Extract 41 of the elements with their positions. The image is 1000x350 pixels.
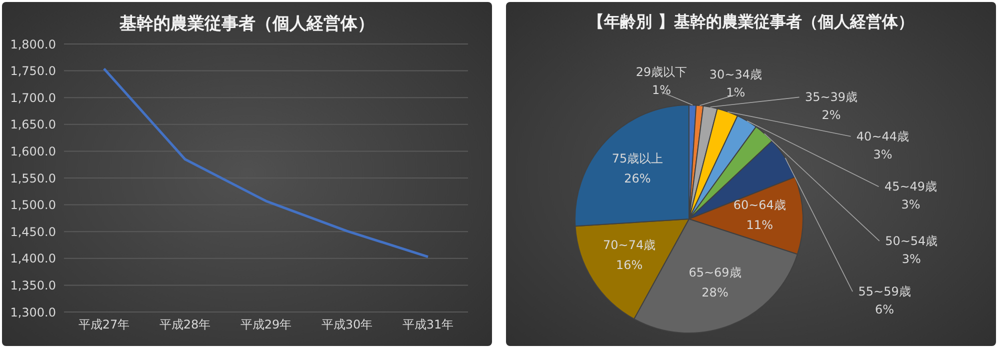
slice-label: 30~34歳 — [709, 68, 762, 82]
y-tick-label: 1,450.0 — [10, 224, 56, 239]
data-label: 26% — [624, 172, 651, 186]
slice-label: 55~59歳 — [858, 284, 911, 299]
slice-label: 50~54歳 — [885, 234, 938, 248]
data-label: 2% — [822, 108, 841, 122]
slice-label: 29歳以下 — [636, 65, 688, 80]
data-label: 1% — [652, 83, 672, 98]
x-tick-label: 平成28年 — [159, 318, 211, 332]
y-tick-label: 1,650.0 — [10, 118, 56, 132]
slice-label: 60~64歳 — [733, 198, 786, 212]
data-label: 1% — [726, 86, 746, 100]
x-tick-label: 平成30年 — [321, 318, 373, 332]
y-tick-label: 1,800.0 — [10, 37, 56, 52]
data-label: 16% — [616, 258, 643, 272]
data-label: 6% — [875, 302, 894, 317]
data-label: 11% — [746, 218, 773, 232]
slice-label: 65~69歳 — [688, 266, 742, 280]
slice-label: 70~74歳 — [603, 238, 656, 252]
y-tick-label: 1,400.0 — [10, 252, 56, 266]
data-label: 3% — [873, 147, 892, 162]
chart-title: 【年齢別 】基幹的農業従事者（個人経営体） — [587, 12, 915, 33]
x-tick-label: 平成27年 — [78, 318, 130, 332]
x-tick-label: 平成31年 — [402, 318, 454, 332]
y-tick-label: 1,600.0 — [10, 144, 56, 158]
data-label: 28% — [702, 286, 728, 300]
chart-title: 基幹的農業従事者（個人経営体） — [118, 13, 376, 36]
data-label: 3% — [901, 198, 920, 212]
slice-label: 35~39歳 — [804, 90, 858, 104]
y-tick-label: 1,500.0 — [10, 198, 56, 212]
y-tick-label: 1,750.0 — [10, 64, 56, 78]
y-tick-label: 1,700.0 — [10, 90, 56, 105]
slice-label: 75歳以上 — [612, 152, 664, 166]
line-series — [102, 67, 430, 258]
y-tick-label: 1,350.0 — [10, 278, 56, 292]
slice-label: 40~44歳 — [856, 129, 910, 144]
x-tick-label: 平成29年 — [240, 318, 292, 332]
slice-label: 45~49歳 — [884, 180, 938, 194]
data-label: 3% — [902, 252, 921, 266]
y-tick-label: 1,300.0 — [10, 305, 56, 320]
y-tick-label: 1,550.0 — [10, 171, 56, 186]
